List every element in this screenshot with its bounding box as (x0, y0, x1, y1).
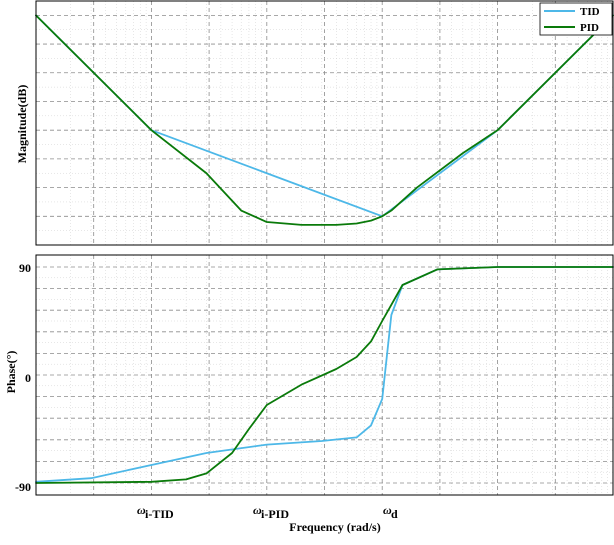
x-axis-title: Frequency (rad/s) (289, 520, 380, 534)
magnitude-plot-frame (35, 0, 614, 246)
phase-y-tick-0: 0 (25, 371, 31, 385)
x-tick-subscript-i-tid: i-TID (145, 507, 174, 521)
phase-y-tick-90: 90 (19, 261, 31, 275)
x-tick-omega-i-tid: ω i-TID (137, 503, 174, 521)
x-tick-omega-i-pid: ω i-PID (253, 503, 289, 521)
phase-y-tick-neg90: -90 (15, 480, 31, 494)
legend: TID PID (539, 2, 613, 36)
x-tick-subscript-i-pid: i-PID (261, 507, 289, 521)
magnitude-series-group (35, 14, 614, 226)
phase-pid-line (35, 266, 614, 484)
x-tick-omega-symbol: ω (253, 503, 262, 517)
phase-grid (35, 255, 614, 495)
legend-box (539, 2, 613, 36)
x-tick-omega-symbol: ω (137, 503, 146, 517)
x-tick-omega-symbol: ω (383, 503, 392, 517)
magnitude-pid-line (35, 14, 614, 226)
legend-label-pid: PID (580, 22, 599, 34)
magnitude-grid (35, 0, 614, 246)
phase-axis-title: Phase(°) (4, 351, 18, 394)
legend-label-tid: TID (580, 6, 600, 18)
phase-plot-frame (35, 254, 614, 496)
x-tick-subscript-d: d (391, 507, 398, 521)
phase-series-group (35, 266, 614, 484)
magnitude-axis-title: Magnitude(dB) (15, 85, 29, 164)
x-tick-omega-d: ω d (383, 503, 398, 521)
